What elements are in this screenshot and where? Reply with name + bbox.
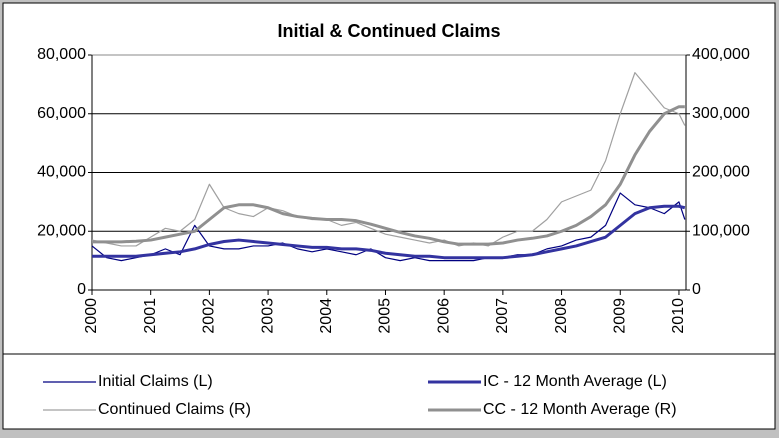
x-tick-label: 2005: [377, 298, 394, 334]
y-tick-label: 0: [77, 281, 86, 298]
chart-title: Initial & Continued Claims: [277, 21, 500, 41]
x-tick-label: 2010: [670, 298, 687, 334]
x-tick-label: 2001: [142, 298, 159, 334]
x-tick-label: 2002: [201, 298, 218, 334]
x-tick-label: 2006: [435, 298, 452, 334]
y2-tick-label: 200,000: [692, 164, 750, 181]
y-tick-label: 80,000: [37, 46, 86, 63]
series-line: [91, 72, 686, 247]
y-tick-label: 60,000: [37, 105, 86, 122]
x-tick-label: 2000: [83, 298, 100, 334]
legend-label: CC - 12 Month Average (R): [483, 401, 677, 418]
series-line: [92, 204, 686, 260]
x-tick-label: 2003: [259, 298, 276, 334]
y2-tick-label: 400,000: [692, 46, 750, 63]
legend-label: IC - 12 Month Average (L): [483, 373, 667, 390]
y2-tick-label: 0: [692, 281, 701, 298]
series-line: [92, 105, 685, 246]
y-tick-label: 20,000: [37, 222, 86, 239]
y-tick-label: 40,000: [37, 164, 86, 181]
y2-tick-label: 100,000: [692, 222, 750, 239]
x-tick-label: 2004: [318, 298, 335, 334]
y2-tick-label: 300,000: [692, 105, 750, 122]
x-tick-label: 2007: [494, 298, 511, 334]
chart-frame: [2, 2, 776, 430]
legend-label: Initial Claims (L): [98, 373, 213, 390]
x-tick-label: 2008: [553, 298, 570, 334]
legend-label: Continued Claims (R): [98, 401, 251, 418]
x-tick-label: 2009: [611, 298, 628, 334]
